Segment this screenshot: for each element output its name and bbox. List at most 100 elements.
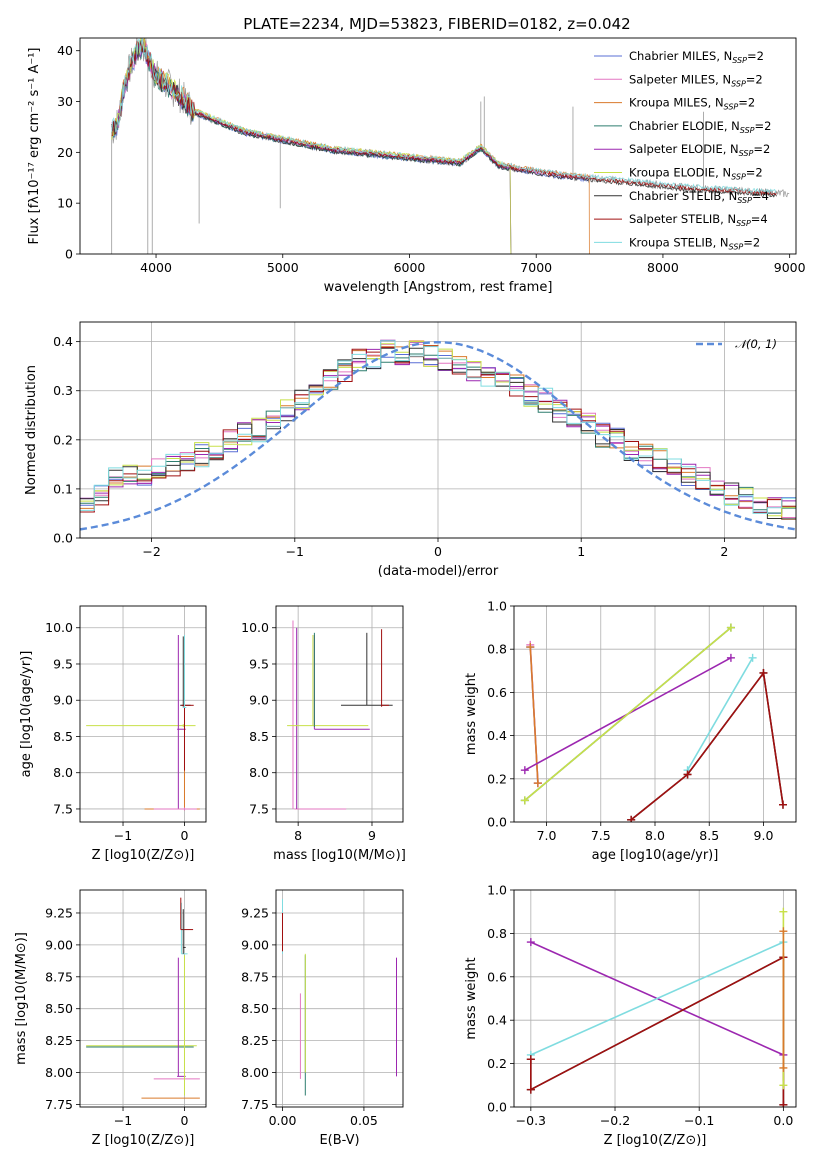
z_weight-xtick-label: 0.0 <box>773 1113 793 1128</box>
z_mass-ytick-label: 8.25 <box>45 1033 73 1048</box>
residuals-plot-area <box>80 339 796 531</box>
series-line <box>686 657 754 771</box>
ebv_mass-ytick-label: 9.25 <box>241 905 269 920</box>
residuals-ytick-label: 0.4 <box>53 334 73 349</box>
spectrum-plot-area <box>111 38 790 254</box>
z_mass-ytick-label: 8.00 <box>45 1065 73 1080</box>
spectrum-ytick-label: 0 <box>65 247 73 262</box>
residuals-ytick-label: 0.0 <box>53 531 73 546</box>
legend-entry: Salpeter ELODIE, NSSP=2 <box>629 142 770 158</box>
residuals-panel: −2 −1 0 1 2 0.0 0.1 0.2 0.3 0.4 (data-model)/error… <box>24 321 797 579</box>
z_age-xtick-label: 0 <box>181 828 189 843</box>
spectrum-legend: Chabrier MILES, NSSP=2 Salpeter MILES, NS… <box>594 49 771 251</box>
series-line <box>530 941 784 1056</box>
legend-entry: 𝒩(0, 1) <box>735 337 777 351</box>
z_mass-xlabel: Z [log10(Z/Z⊙)] <box>92 1133 195 1148</box>
series-line <box>524 626 732 802</box>
mass_age-xlabel: mass [log10(M/M⊙)] <box>273 848 406 863</box>
legend-entry: Salpeter MILES, NSSP=2 <box>629 72 763 88</box>
ebv_mass-ytick-label: 8.50 <box>241 1001 269 1016</box>
ebv_mass-frame <box>275 889 404 1108</box>
legend-entry: Chabrier ELODIE, NSSP=2 <box>629 119 771 135</box>
z_age-ytick-label: 8.5 <box>53 729 73 744</box>
residuals-xtick-label: 1 <box>577 544 585 559</box>
z_weight-frame <box>513 889 797 1108</box>
mass_age-xtick-label: 9 <box>368 828 376 843</box>
age_weight-xlabel: age [log10(age/yr)] <box>592 848 719 863</box>
legend-entry: Chabrier STELIB, NSSP=4 <box>629 189 769 205</box>
z_mass-frame <box>79 889 207 1108</box>
residuals-legend: 𝒩(0, 1) <box>696 337 777 351</box>
mass_age-ytick-label: 8.0 <box>249 765 269 780</box>
age_weight-ytick-label: 0.2 <box>487 771 507 786</box>
spectrum-ytick-label: 10 <box>57 196 73 211</box>
residuals-ytick-label: 0.1 <box>53 481 73 496</box>
z_weight-xtick-label: −0.3 <box>516 1113 546 1128</box>
mass_age-ytick-label: 8.5 <box>249 729 269 744</box>
spectrum-xtick-label: 5000 <box>267 260 299 275</box>
z_age-ytick-label: 10.0 <box>45 620 73 635</box>
mass_age-plot-area <box>287 620 393 810</box>
z_weight-ytick-label: 0.6 <box>487 969 507 984</box>
z_mass-ylabel: mass [log10(M/M⊙)] <box>14 932 29 1065</box>
z_weight-ytick-label: 0.0 <box>487 1100 507 1115</box>
spectrum-xtick-label: 7000 <box>520 260 552 275</box>
z_weight-ytick-label: 1.0 <box>487 883 507 898</box>
z_weight-ytick-label: 0.2 <box>487 1056 507 1071</box>
z_mass-ytick-label: 9.25 <box>45 905 73 920</box>
age_weight-ytick-label: 0.4 <box>487 728 507 743</box>
z_weight-ytick-label: 0.8 <box>487 926 507 941</box>
z_age-ytick-label: 7.5 <box>53 801 73 816</box>
spectrum-xtick-label: 8000 <box>647 260 679 275</box>
age_weight-xtick-label: 7.5 <box>591 828 611 843</box>
z_age-xtick-label: −1 <box>114 828 132 843</box>
z_age-panel: −1 0 7.5 8.0 8.5 9.0 9.5 10.0 Z [log10(Z/Z⊙)] age… <box>19 605 207 863</box>
spectrum-ylabel: Flux [fλ10⁻¹⁷ erg cm⁻² s⁻¹ A⁻¹] <box>27 48 42 245</box>
z_mass-ytick-label: 8.75 <box>45 969 73 984</box>
age_weight-ytick-label: 0.8 <box>487 642 507 657</box>
z_weight-plot-area <box>526 907 788 1107</box>
z_mass-panel: −1 0 7.75 8.00 8.25 8.50 8.75 9.00 9.25 Z [log10(… <box>14 889 207 1148</box>
mass_age-frame <box>275 605 404 823</box>
age_weight-ytick-label: 0.0 <box>487 815 507 830</box>
z_age-ytick-label: 9.0 <box>53 693 73 708</box>
z_weight-panel: −0.3 −0.2 −0.1 0.0 0.0 0.2 0.4 0.6 0.8 1.0 Z [log1… <box>464 883 797 1148</box>
ebv_mass-xlabel: E(B-V) <box>319 1133 359 1148</box>
age_weight-ytick-label: 0.6 <box>487 685 507 700</box>
model-spectrum-line <box>111 40 778 196</box>
age_weight-xtick-label: 8.5 <box>699 828 719 843</box>
chart-title: PLATE=2234, MJD=53823, FIBERID=0182, z=0… <box>243 15 630 33</box>
age_weight-xtick-label: 7.0 <box>537 828 557 843</box>
legend-entry: Chabrier MILES, NSSP=2 <box>629 49 764 65</box>
residuals-xtick-label: 0 <box>434 544 442 559</box>
spectrum-xlabel: wavelength [Angstrom, rest frame] <box>324 280 553 295</box>
z_mass-ytick-label: 8.50 <box>45 1001 73 1016</box>
residuals-xtick-label: −1 <box>286 544 304 559</box>
histogram-line <box>80 340 796 514</box>
legend-entry: Salpeter STELIB, NSSP=4 <box>629 212 768 228</box>
z_weight-ylabel: mass weight <box>464 957 479 1039</box>
spectrum-ytick-label: 30 <box>57 94 73 109</box>
z_mass-ytick-label: 7.75 <box>45 1097 73 1112</box>
age_weight-xtick-label: 8.0 <box>645 828 665 843</box>
age_weight-ylabel: mass weight <box>464 673 479 755</box>
ebv_mass-ytick-label: 9.00 <box>241 937 269 952</box>
spectrum-xtick-label: 6000 <box>394 260 426 275</box>
z_weight-xtick-label: −0.2 <box>600 1113 630 1128</box>
age_weight-xtick-label: 9.0 <box>754 828 774 843</box>
ebv_mass-xtick-label: 0.05 <box>350 1113 378 1128</box>
model-spectrum-line <box>111 38 777 194</box>
residuals-xtick-label: 2 <box>720 544 728 559</box>
ebv_mass-ytick-label: 8.75 <box>241 969 269 984</box>
spectrum-ytick-label: 40 <box>57 43 73 58</box>
age_weight-plot-area <box>520 623 787 822</box>
z_age-xlabel: Z [log10(Z/Z⊙)] <box>92 848 195 863</box>
spectrum-frame <box>79 37 797 255</box>
age_weight-ytick-label: 1.0 <box>487 599 507 614</box>
residuals-xlabel: (data-model)/error <box>378 564 499 579</box>
spectrum-ytick-label: 20 <box>57 145 73 160</box>
mass_age-ytick-label: 9.5 <box>249 656 269 671</box>
mass_age-panel: 8 9 7.5 8.0 8.5 9.0 9.5 10.0 mass [log10(M/M⊙)] <box>241 605 406 863</box>
gaussian-line <box>80 340 796 531</box>
